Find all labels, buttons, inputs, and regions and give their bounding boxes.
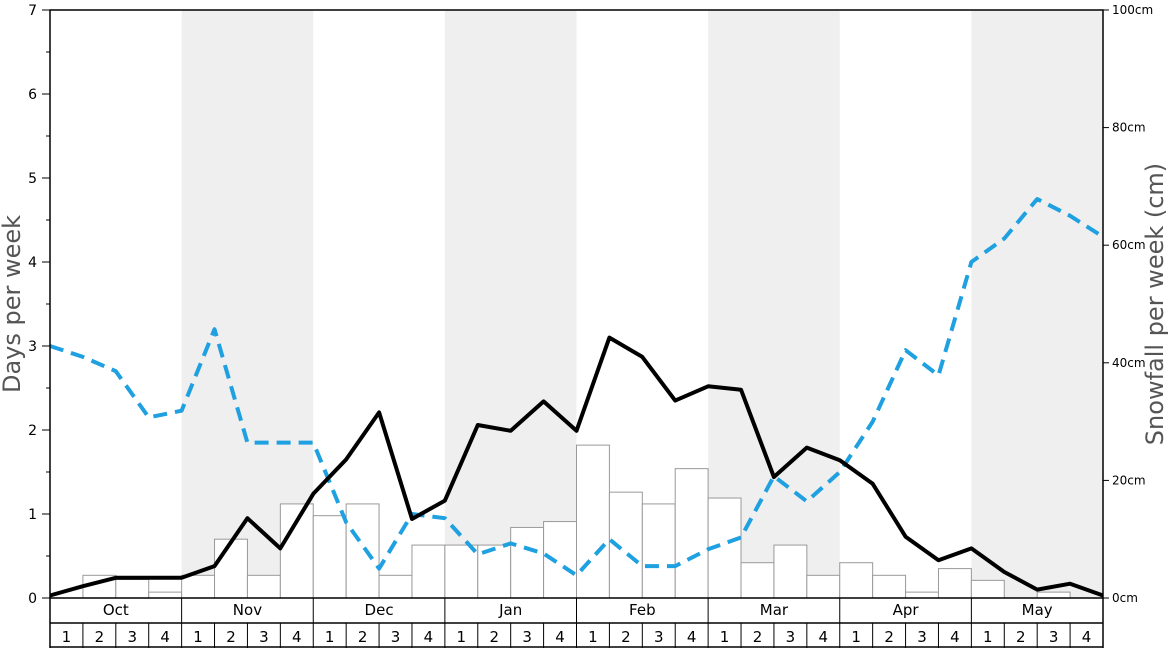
month-label-may: May — [1022, 601, 1053, 619]
week-label: 4 — [950, 628, 960, 646]
week-label: 2 — [95, 628, 105, 646]
week-label: 3 — [786, 628, 796, 646]
week-label: 4 — [292, 628, 302, 646]
week-label: 1 — [983, 628, 993, 646]
month-label-jan: Jan — [498, 601, 522, 619]
week-label: 4 — [424, 628, 434, 646]
week-label: 3 — [1049, 628, 1059, 646]
snowfall-bar — [1036, 591, 1071, 599]
week-label: 2 — [753, 628, 763, 646]
week-label: 3 — [259, 628, 269, 646]
week-label: 4 — [160, 628, 170, 646]
week-label: 4 — [555, 628, 565, 646]
snowfall-bar — [444, 544, 479, 599]
snowfall-bar — [576, 444, 610, 599]
left-tick-label: 0 — [28, 591, 37, 607]
left-tick-label: 1 — [28, 507, 37, 523]
month-shading — [181, 10, 1103, 598]
data-lines — [49, 197, 1105, 598]
week-label: 2 — [226, 628, 236, 646]
week-label: 1 — [325, 628, 335, 646]
week-label: 4 — [1082, 628, 1092, 646]
snowfall-bar — [806, 574, 841, 599]
right-tick-label: 40cm — [1112, 356, 1146, 370]
week-label: 3 — [522, 628, 532, 646]
snowfall-bar — [839, 562, 874, 599]
snowfall-bar — [510, 526, 545, 599]
left-axis: 0 1 2 3 4 5 6 7 — [28, 3, 50, 607]
snowfall-bar — [970, 579, 1005, 599]
week-label: 3 — [127, 628, 137, 646]
snowfall-bar — [543, 521, 577, 599]
snowfall-bar — [214, 538, 248, 599]
week-label: 1 — [720, 628, 730, 646]
month-label-apr: Apr — [893, 601, 920, 619]
week-label: 2 — [621, 628, 631, 646]
week-label: 2 — [358, 628, 368, 646]
right-tick-label: 100cm — [1112, 3, 1153, 17]
week-label: 2 — [884, 628, 894, 646]
right-tick-label: 80cm — [1112, 121, 1146, 135]
month-shade-jan — [444, 10, 577, 598]
snowfall-bar — [115, 579, 150, 599]
month-label-mar: Mar — [760, 601, 789, 619]
snowfall-bar — [312, 515, 347, 599]
snowfall-bar — [411, 544, 446, 599]
left-axis-title: Days per week — [0, 215, 26, 393]
snowfall-bar — [674, 468, 709, 599]
snowfall-bars — [82, 444, 1071, 599]
month-label-oct: Oct — [103, 601, 129, 619]
snowfall-bar — [872, 574, 907, 599]
month-label-feb: Feb — [629, 601, 656, 619]
snowfall-bar — [937, 568, 972, 599]
left-tick-label: 3 — [28, 339, 37, 355]
right-tick-label: 60cm — [1112, 238, 1146, 252]
week-label: 1 — [193, 628, 203, 646]
snowfall-bar — [641, 503, 676, 599]
snowfall-bar — [378, 574, 413, 599]
snowfall-bar — [181, 574, 216, 599]
right-tick-label: 0cm — [1112, 591, 1138, 605]
left-tick-label: 2 — [28, 423, 37, 439]
dashed-series-line — [49, 197, 1105, 578]
week-label: 3 — [917, 628, 927, 646]
snowfall-bar — [246, 574, 281, 599]
left-tick-label: 7 — [28, 3, 37, 19]
month-shade-nov — [181, 10, 314, 598]
week-label: 3 — [391, 628, 401, 646]
left-tick-label: 5 — [28, 171, 37, 187]
month-label-nov: Nov — [233, 601, 262, 619]
week-label: 2 — [1016, 628, 1026, 646]
x-axis: Oct 1 2 3 4 Nov 1 2 3 4 Dec 1 2 3 4 Jan 1 2 3 4 Feb 1 2 3 4 Mar 1 2… — [49, 598, 1104, 648]
left-tick-label: 4 — [28, 255, 37, 271]
week-label: 4 — [819, 628, 829, 646]
snowfall-bar — [740, 562, 775, 599]
week-label: 1 — [62, 628, 72, 646]
week-label: 3 — [654, 628, 664, 646]
black-series-line — [49, 335, 1104, 598]
left-tick-label: 6 — [28, 87, 37, 103]
month-label-dec: Dec — [365, 601, 394, 619]
snowfall-bar — [148, 591, 183, 599]
snowfall-bar — [345, 503, 380, 599]
snowfall-bar — [905, 591, 939, 599]
right-axis-title: Snowfall per week (cm) — [1141, 163, 1168, 445]
right-tick-label: 20cm — [1112, 473, 1146, 487]
week-label: 4 — [687, 628, 697, 646]
right-axis: 0cm 20cm 40cm 60cm 80cm 100cm — [1103, 3, 1153, 605]
snowfall-bar — [773, 544, 808, 599]
week-label: 2 — [489, 628, 499, 646]
week-label: 1 — [851, 628, 861, 646]
month-shade-may — [971, 10, 1103, 598]
week-label: 1 — [588, 628, 598, 646]
week-label: 1 — [457, 628, 467, 646]
